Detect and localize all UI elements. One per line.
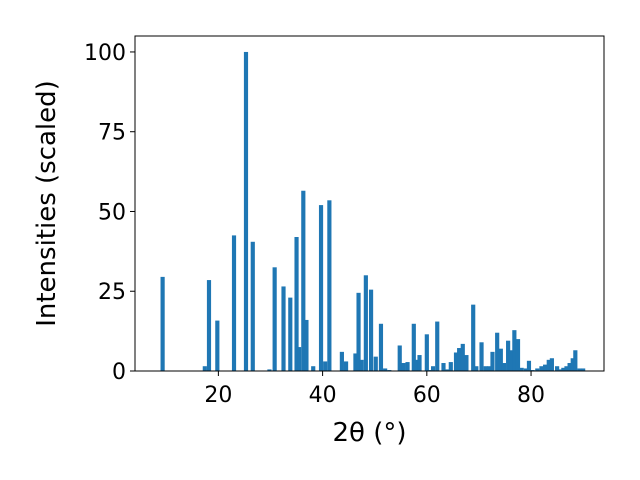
bar — [567, 363, 572, 371]
bar — [304, 319, 309, 371]
bar — [301, 190, 306, 371]
bar — [508, 350, 513, 371]
bar — [378, 323, 384, 371]
bar — [487, 366, 492, 371]
bar — [160, 276, 165, 371]
bar — [294, 237, 299, 371]
bars-group — [160, 51, 586, 371]
bar — [564, 366, 569, 371]
x-tick-label: 60 — [413, 383, 441, 408]
bar — [356, 292, 361, 371]
x-axis-label: 2θ (°) — [332, 418, 406, 448]
bar — [526, 360, 532, 371]
x-tick-label: 20 — [204, 383, 232, 408]
y-tick-label: 100 — [84, 41, 126, 66]
bar — [272, 267, 277, 371]
bar — [577, 368, 582, 371]
bar — [250, 241, 255, 371]
bar — [327, 200, 332, 371]
bar — [539, 366, 544, 371]
bar — [457, 348, 462, 371]
bar — [297, 347, 302, 371]
bar — [267, 369, 272, 371]
bar — [435, 321, 440, 371]
bar — [363, 275, 368, 371]
bar — [535, 368, 540, 371]
bar — [490, 351, 495, 371]
bar — [202, 366, 207, 371]
bar — [471, 304, 476, 371]
bar — [411, 323, 416, 371]
bar — [405, 362, 410, 371]
bar — [543, 364, 548, 371]
bar — [495, 332, 500, 371]
y-tick-label: 50 — [98, 200, 126, 225]
bar — [558, 369, 563, 371]
bar — [373, 356, 378, 371]
bar — [501, 363, 507, 371]
y-axis-ticks: 0 25 50 75 100 — [84, 41, 135, 385]
bar — [417, 355, 422, 371]
bar — [523, 368, 528, 371]
bar — [479, 342, 484, 371]
bar — [311, 366, 316, 371]
bar — [483, 366, 488, 371]
bar — [448, 362, 453, 371]
bar — [424, 334, 429, 371]
y-tick-label: 0 — [112, 360, 126, 385]
bar — [206, 280, 212, 371]
bar — [474, 366, 479, 371]
bar — [570, 358, 575, 371]
bar — [561, 367, 566, 371]
bar — [573, 350, 578, 371]
bar — [519, 367, 524, 371]
y-axis-label: Intensities (scaled) — [32, 80, 62, 327]
bar — [339, 351, 344, 371]
bar — [231, 235, 237, 371]
x-tick-label: 80 — [517, 383, 545, 408]
bar — [281, 286, 286, 371]
bar — [441, 363, 446, 371]
y-tick-label: 75 — [98, 121, 126, 146]
bar — [460, 343, 465, 371]
x-axis-ticks: 20 40 60 80 — [204, 371, 545, 408]
bar — [453, 352, 459, 371]
x-tick-label: 40 — [309, 383, 337, 408]
bar — [288, 297, 293, 371]
bar — [243, 51, 249, 371]
bar — [215, 320, 220, 371]
bar — [343, 361, 349, 371]
bar — [323, 361, 328, 371]
bar — [353, 353, 358, 371]
bar — [368, 289, 374, 371]
bar — [318, 205, 324, 371]
bar — [506, 340, 511, 371]
bar — [383, 368, 388, 371]
bar — [397, 345, 402, 371]
bar — [498, 348, 503, 371]
bar — [430, 366, 436, 371]
bar — [401, 363, 406, 371]
bar — [414, 359, 419, 371]
bar — [464, 355, 469, 371]
bar — [555, 366, 560, 371]
y-tick-label: 25 — [98, 280, 126, 305]
bar — [549, 358, 554, 371]
bar — [512, 330, 517, 371]
bar — [546, 359, 551, 371]
bar — [359, 359, 364, 371]
bar — [515, 339, 521, 371]
plot-frame — [134, 35, 605, 372]
bar — [581, 368, 586, 371]
bar — [445, 369, 450, 371]
